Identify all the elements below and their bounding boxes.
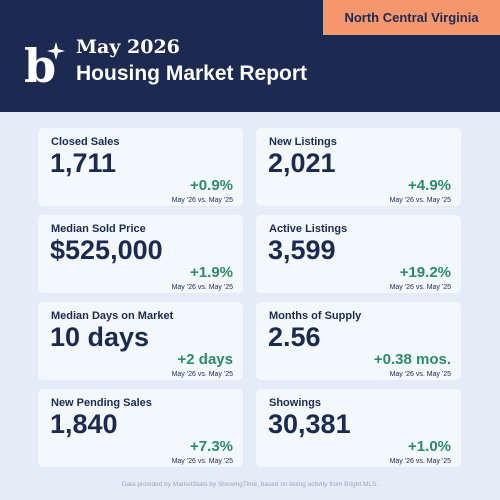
stat-label: Median Days on Market <box>51 310 174 322</box>
stat-note: May '26 vs. May '25 <box>389 371 451 378</box>
stat-value: 2.56 <box>268 322 321 352</box>
stat-note: May '26 vs. May '25 <box>389 458 451 465</box>
footer: Data provided by MarketStats by ShowingT… <box>121 481 379 488</box>
stat-note: May '26 vs. May '25 <box>171 284 233 291</box>
stat-card: Median Sold Price $525,000 +1.9% May '26 vs… <box>38 215 243 293</box>
stat-value: 3,599 <box>268 235 336 265</box>
stat-change: +19.2% <box>399 264 451 281</box>
stat-label: Showings <box>269 397 321 409</box>
stat-change: +1.9% <box>190 264 233 281</box>
stat-change: +1.0% <box>408 438 451 455</box>
stat-note: May '26 vs. May '25 <box>389 284 451 291</box>
stat-value: 30,381 <box>268 409 351 439</box>
stat-note: May '26 vs. May '25 <box>171 458 233 465</box>
stat-value: 10 days <box>50 322 150 352</box>
stat-note: May '26 vs. May '25 <box>171 371 233 378</box>
stat-card: Active Listings 3,599 +19.2% May '26 vs. Ma… <box>256 215 461 293</box>
stat-note: May '26 vs. May '25 <box>389 197 451 204</box>
stat-label: New Listings <box>269 136 337 148</box>
stat-change: +7.3% <box>190 438 233 455</box>
stat-value: 2,021 <box>268 148 336 178</box>
svg-text:b: b <box>24 39 56 88</box>
region-tag: North Central Virginia <box>323 0 500 35</box>
logo: b <box>24 39 65 88</box>
stat-change: +2 days <box>177 351 233 368</box>
stat-card: New Pending Sales 1,840 +7.3% May '26 vs. M… <box>38 389 243 467</box>
stat-change: +0.38 mos. <box>373 351 451 368</box>
stat-change: +0.9% <box>190 177 233 194</box>
stat-card: New Listings 2,021 +4.9% May '26 vs. May '2… <box>256 128 461 206</box>
stat-card: Closed Sales 1,711 +0.9% May '26 vs. May '2… <box>38 128 243 206</box>
stat-card: Median Days on Market 10 days +2 days May '… <box>38 302 243 380</box>
stat-note: May '26 vs. May '25 <box>171 197 233 204</box>
stat-label: Active Listings <box>269 223 348 235</box>
stat-label: Median Sold Price <box>51 223 146 235</box>
stat-card: Months of Supply 2.56 +0.38 mos. May '26 vs… <box>256 302 461 380</box>
stat-change: +4.9% <box>408 177 451 194</box>
title-line: May 2026 <box>76 36 180 58</box>
stat-label: Closed Sales <box>51 136 120 148</box>
stat-card: Showings 30,381 +1.0% May '26 vs. May '25 <box>256 389 461 467</box>
stat-value: 1,840 <box>50 409 118 439</box>
header: North Central Virginia b May 2026 Housin… <box>0 0 500 112</box>
stat-label: New Pending Sales <box>51 397 152 409</box>
stat-value: 1,711 <box>50 148 117 178</box>
stat-label: Months of Supply <box>269 310 362 322</box>
stat-value: $525,000 <box>50 235 163 265</box>
title-line: Housing Market Report <box>76 62 308 85</box>
